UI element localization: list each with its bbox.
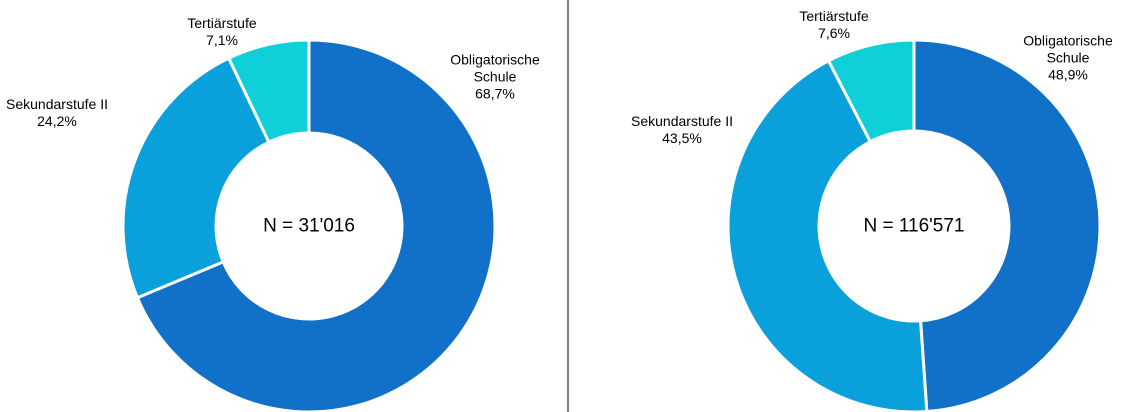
category-label: Sekundarstufe II — [631, 113, 733, 129]
donut-slice — [726, 58, 929, 412]
slice-label: Obligatorische Schule 48,9% — [1013, 33, 1123, 84]
value-label: 43,5% — [662, 130, 702, 146]
donut-slice — [226, 38, 311, 145]
value-label: 48,9% — [1048, 66, 1088, 83]
slice-label: Obligatorische Schule 68,7% — [440, 52, 550, 103]
category-label: Tertiärstufe — [799, 8, 869, 24]
center-annotation: N = 31'016 — [263, 215, 355, 237]
slice-label: Sekundarstufe II 43,5% — [602, 113, 762, 147]
slice-label: Sekundarstufe II 24,2% — [0, 96, 137, 130]
value-label: 7,1% — [206, 32, 238, 48]
value-label: 68,7% — [475, 85, 515, 102]
category-label: Obligatorische Schule — [450, 51, 540, 85]
category-label: Sekundarstufe II — [6, 96, 108, 112]
annotation-text: N = 116'571 — [863, 215, 965, 237]
category-label: Obligatorische Schule — [1023, 32, 1113, 66]
donut-slice — [826, 38, 916, 144]
value-label: 24,2% — [37, 113, 77, 129]
donut-slice — [121, 56, 271, 300]
category-label: Tertiärstufe — [187, 15, 257, 31]
center-annotation: N = 116'571 — [863, 215, 965, 237]
donut-slice — [135, 38, 497, 412]
slice-label: Tertiärstufe 7,6% — [779, 8, 889, 42]
donut-slice — [912, 38, 1102, 412]
annotation-text: N = 31'016 — [263, 215, 355, 237]
slice-label: Tertiärstufe 7,1% — [167, 15, 277, 49]
value-label: 7,6% — [818, 25, 850, 41]
